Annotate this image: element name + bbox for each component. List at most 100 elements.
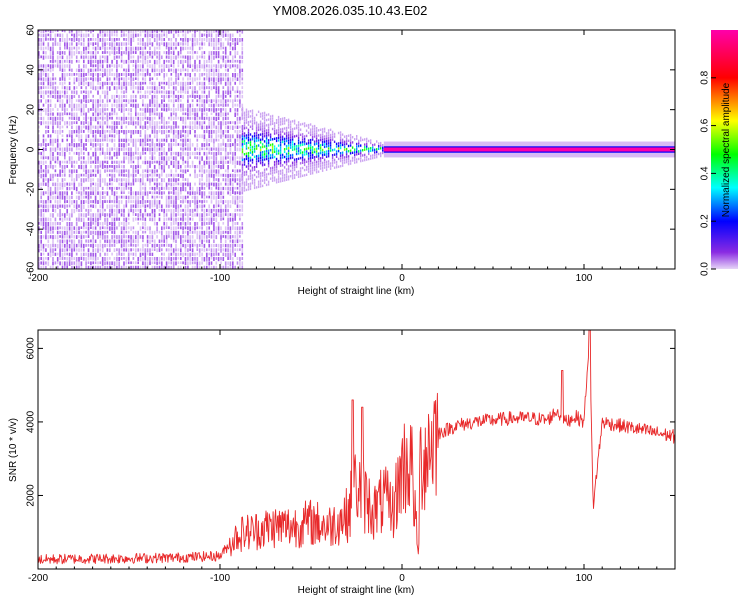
- noise-cell: [177, 125, 180, 129]
- noise-cell: [201, 38, 203, 43]
- noise-cell: [87, 73, 90, 76]
- noise-cell: [71, 257, 73, 261]
- signal-cell: [303, 158, 306, 161]
- signal-cell: [271, 166, 274, 169]
- signal-cell: [370, 154, 372, 158]
- signal-cell: [382, 149, 384, 152]
- noise-cell: [127, 257, 130, 261]
- y-tick-label: 20: [26, 104, 37, 116]
- x-tick-label: 0: [399, 273, 405, 284]
- noise-cell: [172, 248, 175, 253]
- signal-cell: [255, 162, 258, 166]
- noise-cell: [106, 108, 109, 111]
- signal-cell: [319, 157, 322, 160]
- signal-cell: [251, 153, 254, 156]
- signal-cell: [261, 153, 264, 156]
- signal-cell: [297, 123, 300, 127]
- noise-cell: [239, 235, 241, 238]
- noise-cell: [66, 248, 68, 252]
- noise-cell: [52, 178, 54, 182]
- noise-cell: [168, 121, 170, 124]
- signal-cell: [271, 153, 274, 157]
- noise-cell: [168, 165, 170, 169]
- noise-cell: [146, 191, 149, 196]
- noise-cell: [75, 125, 78, 131]
- noise-cell: [217, 147, 220, 152]
- noise-cell: [180, 94, 182, 98]
- noise-cell: [227, 116, 229, 120]
- signal-cell: [317, 144, 320, 147]
- noise-cell: [232, 121, 234, 124]
- signal-cell: [285, 134, 288, 137]
- noise-cell: [236, 42, 239, 45]
- noise-cell: [71, 230, 73, 236]
- noise-cell: [239, 77, 241, 82]
- noise-cell: [68, 134, 71, 138]
- noise-cell: [144, 112, 147, 117]
- noise-cell: [104, 68, 106, 74]
- noise-cell: [94, 222, 97, 226]
- signal-cell: [339, 157, 342, 160]
- noise-cell: [168, 125, 170, 129]
- noise-cell: [175, 125, 177, 129]
- noise-cell: [161, 208, 163, 212]
- noise-cell: [227, 38, 229, 43]
- signal-cell: [257, 185, 260, 189]
- signal-cell: [279, 180, 282, 183]
- noise-cell: [75, 230, 78, 234]
- signal-cell: [293, 145, 296, 148]
- noise-cell: [106, 121, 109, 126]
- noise-cell: [208, 125, 210, 129]
- noise-cell: [222, 191, 225, 195]
- signal-cell: [291, 133, 294, 136]
- noise-cell: [170, 243, 173, 248]
- noise-cell: [71, 178, 73, 182]
- signal-cell: [293, 135, 296, 138]
- noise-cell: [142, 265, 144, 269]
- noise-cell: [68, 252, 71, 257]
- noise-cell: [47, 81, 50, 86]
- noise-cell: [198, 46, 201, 51]
- signal-cell: [339, 133, 342, 137]
- noise-cell: [85, 222, 87, 226]
- noise-cell: [206, 239, 208, 243]
- noise-cell: [163, 243, 165, 247]
- noise-cell: [135, 178, 137, 183]
- noise-cell: [189, 94, 191, 98]
- noise-cell: [113, 99, 116, 103]
- noise-cell: [66, 195, 68, 200]
- noise-cell: [142, 116, 144, 121]
- noise-cell: [224, 226, 227, 230]
- noise-cell: [90, 64, 92, 68]
- noise-cell: [94, 200, 97, 204]
- noise-cell: [232, 252, 234, 256]
- noise-cell: [208, 103, 210, 107]
- noise-cell: [90, 226, 92, 229]
- noise-cell: [217, 116, 220, 120]
- noise-cell: [135, 108, 137, 113]
- noise-cell: [123, 160, 125, 164]
- noise-cell: [177, 252, 180, 256]
- noise-cell: [94, 134, 97, 139]
- noise-cell: [170, 186, 173, 190]
- noise-cell: [241, 252, 244, 256]
- noise-cell: [175, 248, 177, 252]
- noise-cell: [130, 81, 132, 86]
- noise-cell: [215, 77, 218, 81]
- noise-cell: [210, 59, 213, 64]
- noise-cell: [85, 165, 87, 169]
- noise-cell: [227, 138, 229, 142]
- noise-cell: [210, 86, 213, 91]
- noise-cell: [68, 261, 71, 266]
- signal-cell: [251, 135, 254, 138]
- noise-cell: [61, 94, 64, 98]
- noise-cell: [45, 182, 47, 186]
- noise-cell: [54, 30, 57, 32]
- signal-cell: [315, 163, 318, 166]
- noise-cell: [99, 38, 102, 42]
- noise-cell: [198, 59, 201, 65]
- noise-cell: [239, 94, 241, 99]
- noise-cell: [217, 59, 220, 64]
- signal-cell: [325, 168, 328, 171]
- noise-cell: [104, 235, 106, 239]
